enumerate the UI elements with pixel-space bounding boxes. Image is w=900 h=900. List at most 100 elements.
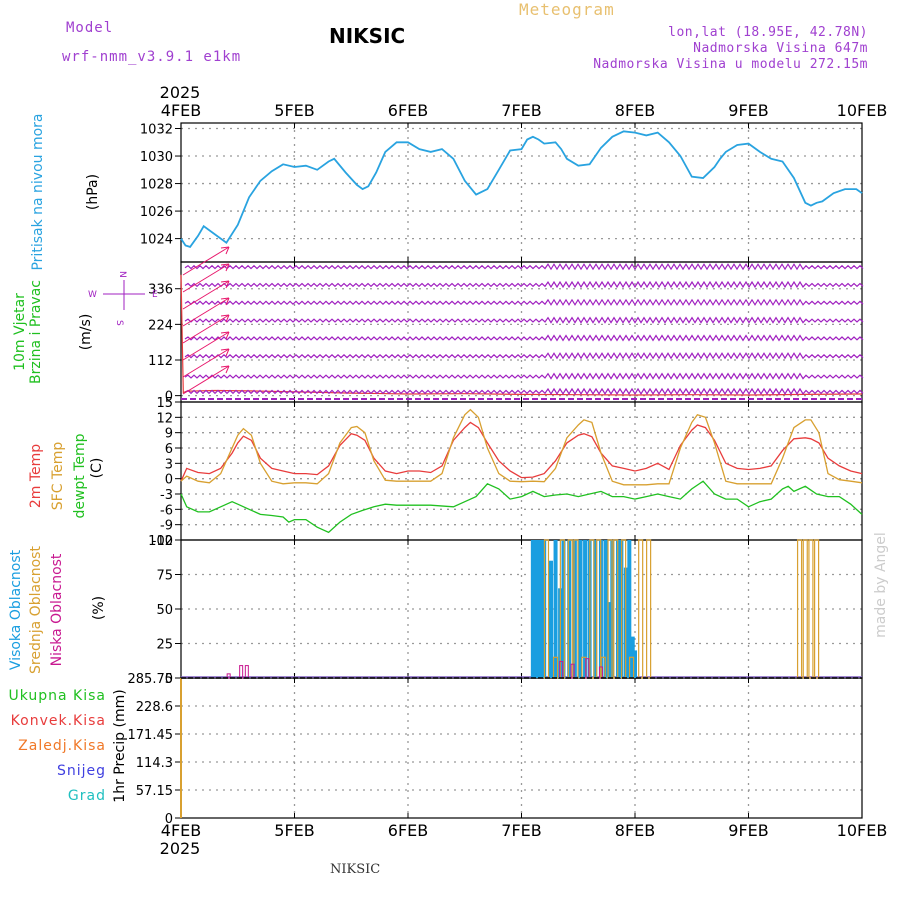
x-date-label-bottom: 6FEB	[388, 821, 428, 840]
cloud-high-bar	[593, 540, 598, 678]
cloud-low-bar	[570, 663, 575, 679]
temp-axis-title-dewpt: dewpt Temp	[72, 433, 88, 518]
pressure-axis-title: Pritisak na nivou mora	[30, 113, 46, 270]
y-tick-label: 114.3	[136, 756, 173, 771]
pressure-unit-label: (hPa)	[85, 174, 101, 210]
wind-axis-title-2: Brzina i Pravac	[28, 280, 44, 384]
cloud-high-bar	[553, 540, 558, 678]
cloud-axis-title-low: Niska Oblacnost	[49, 553, 65, 666]
cloud-low-bar	[244, 665, 249, 679]
x-date-label-bottom: 10FEB	[837, 821, 888, 840]
precip-legend-4: Grad	[68, 788, 106, 804]
lonlat-label: lon,lat (18.95E, 42.78N)	[668, 25, 868, 40]
cloud-mid-bar	[796, 539, 803, 679]
cloud-high-bar	[603, 540, 608, 678]
y-tick-label: 50	[156, 603, 173, 618]
meteogram-label: Meteogram	[519, 0, 615, 19]
cloud-high-bar	[633, 650, 637, 678]
credit-watermark: made by Angel	[873, 532, 889, 638]
wind-speed-arrow	[182, 365, 230, 395]
wind-speed-arrowhead	[220, 246, 230, 255]
y-tick-label: 336	[148, 283, 173, 298]
y-tick-label: -3	[160, 488, 173, 503]
wind-speed-arrowhead	[220, 348, 230, 357]
wind-speed-arrow	[182, 331, 230, 361]
panel-frame-pressure	[180, 122, 863, 263]
wind-barb-row	[184, 387, 864, 396]
wind-speed-arrowhead	[220, 263, 230, 272]
cloud-mid-bar	[808, 539, 814, 679]
precip-bar	[180, 678, 182, 818]
compass-s: S	[114, 320, 124, 326]
cloud-high-bar	[561, 540, 566, 678]
y-tick-label: 285.75	[128, 672, 174, 687]
x-date-label-bottom: 9FEB	[728, 821, 768, 840]
y-tick-label: 0	[165, 812, 173, 827]
wind-speed-arrowhead	[220, 331, 230, 340]
pressure-line	[180, 130, 863, 248]
x-date-label-bottom: 7FEB	[501, 821, 541, 840]
compass-w: W	[88, 290, 97, 300]
y-tick-label: 6	[165, 442, 173, 457]
wind-speed-arrow	[182, 246, 230, 276]
y-tick-label: 100	[148, 534, 173, 549]
y-tick-label: 228.6	[136, 700, 173, 715]
cloud-high-bar	[567, 540, 572, 678]
x-date-label-bottom: 4FEB	[161, 821, 201, 840]
wind-barb-row	[184, 298, 864, 306]
cloud-high-bar	[572, 540, 577, 678]
y-tick-label: -9	[160, 519, 173, 534]
temp-2m-line	[180, 421, 863, 482]
wind-barb-row	[184, 334, 864, 342]
cloud-mid-bar	[813, 539, 820, 679]
wind-barb-row	[184, 263, 864, 271]
cloud-low-bar	[226, 673, 231, 679]
y-tick-label: 3	[165, 457, 173, 472]
temp-dewpt-line	[180, 480, 863, 534]
cloud-axis-title-high: Visoka Oblacnost	[8, 549, 24, 670]
cloud-high-bar	[549, 560, 554, 678]
x-date-label-top: 9FEB	[728, 101, 768, 120]
y-tick-label: -6	[160, 503, 173, 518]
precip-legend-0: Ukupna Kisa	[8, 688, 106, 704]
y-tick-label: 75	[156, 569, 173, 584]
cloud-low-bar	[598, 666, 603, 679]
compass-n: N	[117, 271, 127, 278]
y-tick-label: 25	[156, 638, 173, 653]
x-date-label-bottom: 8FEB	[615, 821, 655, 840]
precip-unit-label: 1hr Precip (mm)	[112, 689, 128, 802]
wind-speed-arrow	[182, 297, 230, 327]
cloud-high-bar	[627, 540, 632, 678]
y-tick-label: -12	[152, 534, 173, 549]
cloud-axis-title-mid: Srednja Oblacnost	[28, 546, 44, 674]
y-tick-label: 0	[165, 390, 173, 405]
wind-speed-arrowhead	[220, 314, 230, 323]
wind-speed-arrow	[182, 263, 230, 293]
footer-station: NIKSIC	[330, 862, 381, 877]
x-date-label-top: 8FEB	[615, 101, 655, 120]
x-date-label-top: 10FEB	[837, 101, 888, 120]
cloud-high-bar	[530, 540, 535, 678]
y-tick-label: 0	[165, 473, 173, 488]
cloud-high-bar	[583, 540, 588, 678]
precip-legend-1: Konvek.Kisa	[11, 713, 106, 729]
cloud-mid-bar	[638, 539, 644, 679]
precip-legend-3: Snijeg	[57, 763, 106, 779]
precip-legend-2: Zaledj.Kisa	[18, 738, 106, 754]
cloud-mid-bar	[596, 539, 602, 679]
cloud-mid-bar	[600, 656, 606, 679]
y-tick-label: 1028	[140, 178, 173, 193]
y-tick-label: 12	[156, 411, 173, 426]
wind-barb-row	[184, 280, 864, 289]
wind-unit-label: (m/s)	[78, 314, 94, 351]
wind-speed-arrow	[182, 314, 230, 344]
cloud-mid-bar	[646, 539, 652, 679]
model-label: Model	[66, 20, 114, 36]
model-name: wrf-nmm_v3.9.1 e1km	[62, 49, 242, 65]
cloud-low-bar	[585, 658, 590, 679]
x-year-label-bottom: 2025	[160, 839, 201, 858]
x-date-label-top: 7FEB	[501, 101, 541, 120]
wind-speed-arrow	[182, 348, 230, 378]
wind-barb-row	[184, 352, 864, 360]
y-tick-label: 1030	[140, 150, 173, 165]
